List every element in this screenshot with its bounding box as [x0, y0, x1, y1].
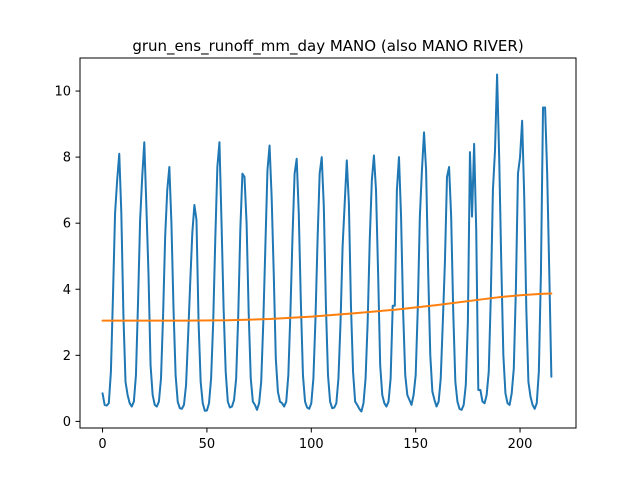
- y-tick-label: 10: [54, 85, 71, 100]
- x-tick-label: 0: [98, 437, 106, 452]
- y-tick-label: 2: [63, 349, 71, 364]
- x-tick-label: 100: [299, 437, 324, 452]
- series-layer: [101, 73, 553, 413]
- x-axis: 0 50 100 150 200: [98, 428, 532, 452]
- x-tick-label: 200: [508, 437, 533, 452]
- x-tick-label: 50: [199, 437, 216, 452]
- series-line-trend: [101, 292, 553, 322]
- y-tick-label: 8: [63, 151, 71, 166]
- y-tick-label: 6: [63, 217, 71, 232]
- plot-area-frame: [79, 57, 577, 429]
- y-tick-label: 4: [63, 283, 71, 298]
- y-tick-label: 0: [63, 415, 71, 430]
- x-tick-label: 150: [403, 437, 428, 452]
- y-axis: 0 2 4 6 8 10: [54, 85, 80, 430]
- series-line-runoff: [101, 73, 553, 413]
- chart-title: grun_ens_runoff_mm_day MANO (also MANO R…: [132, 37, 523, 56]
